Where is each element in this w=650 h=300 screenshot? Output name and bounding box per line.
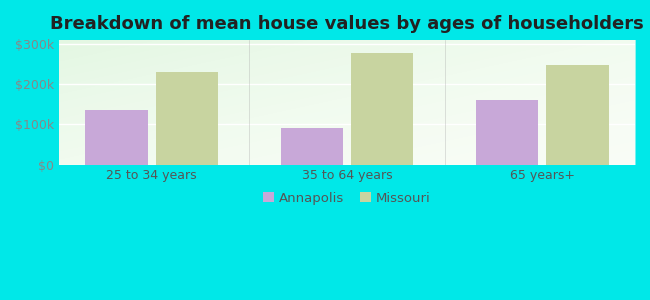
Bar bbox=[476, 100, 538, 165]
Bar bbox=[155, 72, 218, 165]
Bar bbox=[85, 110, 148, 165]
Bar bbox=[281, 128, 343, 165]
Title: Breakdown of mean house values by ages of householders: Breakdown of mean house values by ages o… bbox=[50, 15, 644, 33]
Bar bbox=[546, 65, 609, 165]
Bar bbox=[351, 53, 413, 165]
Legend: Annapolis, Missouri: Annapolis, Missouri bbox=[258, 187, 436, 210]
